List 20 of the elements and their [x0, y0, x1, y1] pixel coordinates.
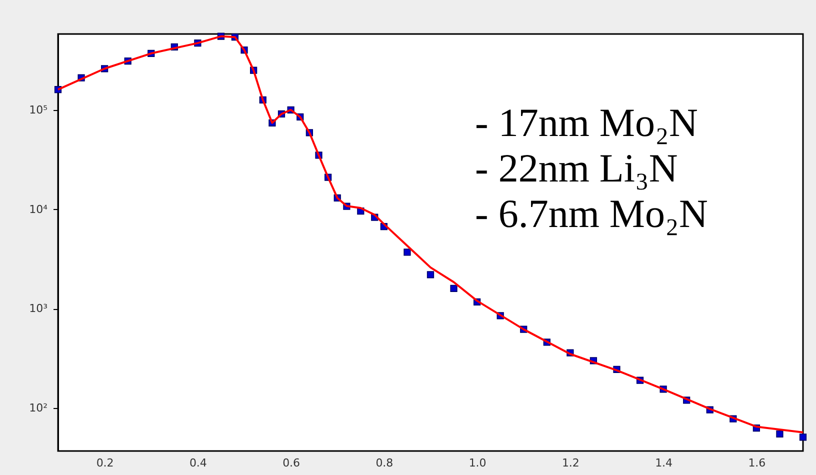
y-tick-label: 10³: [29, 302, 48, 316]
annotation: - 17nm Mo₂N: [475, 100, 698, 145]
point: [404, 248, 411, 256]
point: [426, 271, 434, 278]
x-tick-label: 1.6: [748, 456, 766, 470]
x-tick-label: 0.8: [376, 456, 394, 470]
x-tick-label: 0.4: [189, 456, 207, 470]
point: [776, 430, 784, 438]
x-tick-label: 1.4: [655, 456, 673, 470]
x-tick-label: 0.6: [282, 456, 300, 470]
x-tick-label: 0.2: [96, 456, 114, 470]
x-tick-label: 1.2: [562, 456, 580, 470]
x-tick-label: 1.0: [468, 456, 486, 470]
y-tick-label: 10²: [29, 402, 48, 415]
point: [799, 434, 807, 441]
y-tick-label: 10⁵: [29, 103, 48, 116]
point: [450, 284, 458, 292]
annotation: - 6.7nm Mo₂N: [475, 191, 708, 236]
annotation: - 22nm Li₃N: [475, 146, 678, 190]
y-tick-label: 10⁴: [29, 202, 48, 216]
